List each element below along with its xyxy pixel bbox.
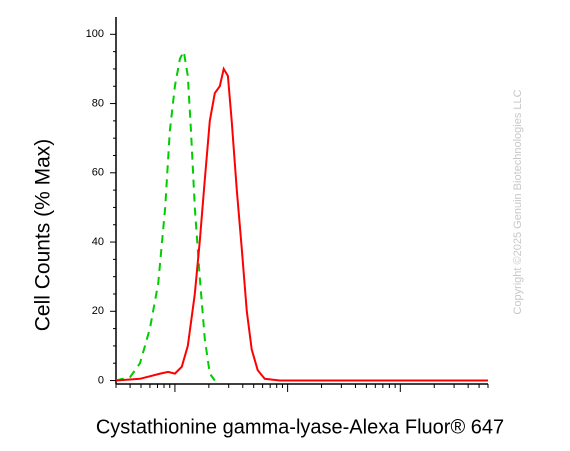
- y-tick-label: 100: [86, 28, 104, 40]
- watermark: Copyright ©2025 Genuin Biotechnologies L…: [512, 89, 524, 314]
- y-tick-label: 60: [92, 167, 104, 179]
- series-line: [115, 48, 216, 382]
- y-tick-label: 40: [92, 236, 104, 248]
- y-axis-label: Cell Counts (% Max): [32, 139, 55, 332]
- x-axis-label: Cystathionine gamma-lyase-Alexa Fluor® 6…: [96, 416, 504, 438]
- series-line: [115, 66, 488, 382]
- y-tick-label: 0: [98, 374, 104, 386]
- y-tick-label: 20: [92, 305, 104, 317]
- y-tick-label: 80: [92, 97, 104, 109]
